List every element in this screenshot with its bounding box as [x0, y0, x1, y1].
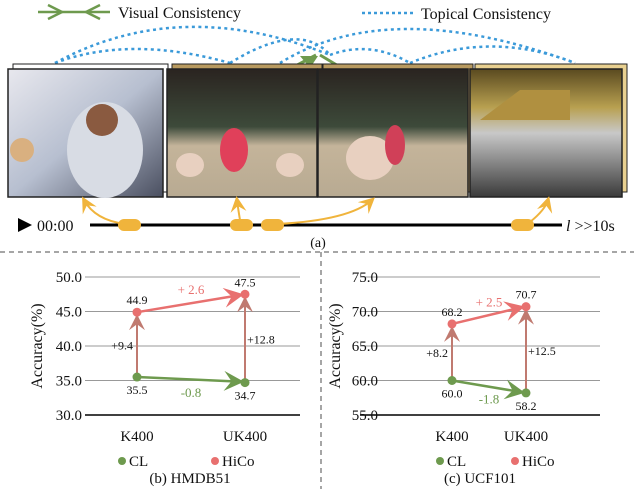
data-point-hico	[521, 302, 531, 312]
data-point-cl	[521, 388, 531, 398]
chart-hmdb51: 30.0 35.0 40.0 45.0 50.0 Accuracy(%) K400 UK400…	[29, 270, 300, 487]
hico-delta-label: + 2.5	[476, 294, 503, 309]
y-tick-label: 45.0	[56, 305, 82, 321]
y-tick-label: 50.0	[56, 270, 82, 286]
topical-consistency-arcs	[54, 25, 576, 65]
series-line-cl	[451, 379, 525, 400]
data-point-hico	[447, 319, 457, 329]
y-tick-label: 60.0	[352, 374, 378, 390]
y-tick-label: 30.0	[56, 408, 82, 424]
y-tick-label: 75.0	[352, 270, 378, 286]
data-point-cl	[240, 378, 250, 388]
cl-delta-label: -1.8	[479, 392, 500, 407]
y-tick-label: 55.0	[352, 408, 378, 424]
legend-marker-hico	[211, 457, 219, 465]
data-label: 44.9	[127, 293, 148, 307]
data-point-hico	[240, 289, 250, 299]
legend-topical-consistency: Topical Consistency	[362, 6, 551, 23]
clip-marker[interactable]	[230, 219, 253, 231]
clip-marker[interactable]	[118, 219, 141, 231]
legend-marker-hico	[511, 457, 519, 465]
data-label: 68.2	[442, 305, 463, 319]
timeline-end: l >>10s	[566, 218, 615, 235]
video-frame-1	[7, 63, 169, 198]
clip-marker[interactable]	[261, 219, 284, 231]
legend-label-hico: HiCo	[522, 454, 555, 470]
y-tick-label: 40.0	[56, 339, 82, 355]
chart-ucf101: 55.0 60.0 65.0 70.0 75.0 Accuracy(%) K400 UK400…	[327, 270, 600, 487]
legend-label-cl: CL	[447, 454, 466, 470]
y-tick-label: 65.0	[352, 339, 378, 355]
y-axis-label: Accuracy(%)	[327, 303, 344, 388]
data-label: 47.5	[235, 275, 256, 289]
x-tick-label: K400	[435, 429, 468, 445]
hico-delta-label: + 2.6	[178, 282, 205, 297]
k400-gain-label: +9.4	[111, 339, 133, 353]
x-tick-label: K400	[120, 429, 153, 445]
data-label: 35.5	[127, 383, 148, 397]
data-label: 34.7	[235, 389, 256, 403]
series-line-hico	[136, 287, 244, 314]
data-point-cl	[132, 372, 142, 382]
timeline-end-variable: l	[566, 218, 571, 235]
legend-marker-cl	[436, 457, 444, 465]
series-line-cl	[136, 370, 244, 391]
timeline-end-text: >>10s	[570, 218, 614, 235]
x-tick-label: UK400	[223, 429, 267, 445]
legend-label-cl: CL	[129, 454, 148, 470]
x-tick-label: UK400	[504, 429, 548, 445]
video-frame-4	[469, 63, 628, 198]
timeline-start: 00:00	[37, 218, 73, 235]
data-label: 60.0	[442, 387, 463, 401]
legend-visual-consistency: Visual Consistency	[38, 3, 241, 22]
video-frame-2	[166, 63, 323, 198]
video-frame-3	[317, 63, 474, 198]
data-label: 58.2	[516, 399, 537, 413]
uk400-gain-label: +12.5	[528, 344, 556, 358]
series-line-hico	[451, 301, 525, 326]
data-point-cl	[447, 376, 457, 385]
legend-visual-label: Visual Consistency	[118, 5, 241, 22]
chart-caption: (c) UCF101	[444, 471, 516, 487]
cl-delta-label: -0.8	[181, 385, 202, 400]
legend-label-hico: HiCo	[222, 454, 255, 470]
uk400-gain-label: +12.8	[247, 332, 275, 346]
timeline: 00:00 l >>10s	[18, 196, 615, 235]
k400-gain-label: +8.2	[426, 346, 448, 360]
y-tick-label: 35.0	[56, 374, 82, 390]
data-point-hico	[132, 307, 142, 317]
clip-marker[interactable]	[511, 219, 534, 231]
y-axis-label: Accuracy(%)	[29, 303, 46, 388]
play-icon[interactable]	[18, 218, 32, 232]
caption-a: (a)	[310, 236, 326, 251]
legend-topical-label: Topical Consistency	[421, 6, 551, 23]
y-tick-label: 70.0	[352, 305, 378, 321]
data-label: 70.7	[516, 288, 537, 302]
chart-caption: (b) HMDB51	[149, 471, 230, 487]
legend-marker-cl	[118, 457, 126, 465]
